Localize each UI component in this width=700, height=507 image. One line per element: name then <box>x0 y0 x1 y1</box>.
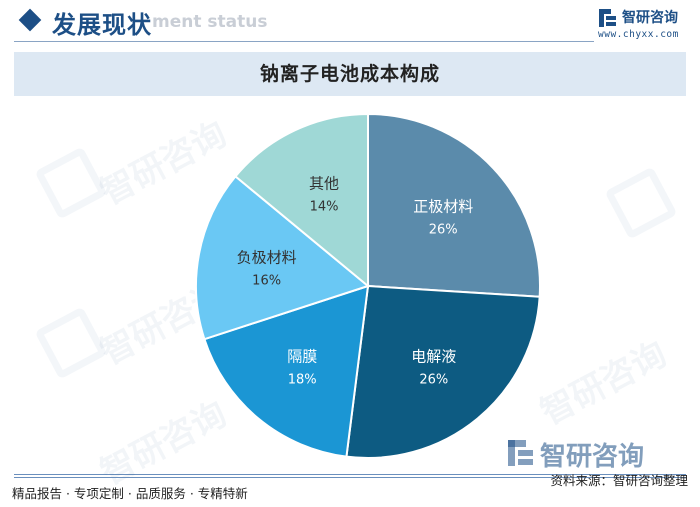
slice-label: 负极材料 <box>237 249 297 267</box>
chart-title-banner: 钠离子电池成本构成 <box>14 52 686 96</box>
slice-value-label: 14% <box>310 200 339 215</box>
plot-area: 智研咨询 智研咨询 智研咨询 智研咨询 正极材料 26% 电解液 26% 隔膜 18% 负极… <box>14 96 686 493</box>
slice-label: 正极材料 <box>413 197 473 215</box>
pie-slice-2 <box>203 284 370 458</box>
brand-logo-icon <box>599 9 616 27</box>
brand-url: www.chyxx.com <box>598 29 679 40</box>
pie-slice-0 <box>367 112 541 298</box>
footer-logo-icon <box>508 440 533 466</box>
slice-value-label: 18% <box>288 373 317 388</box>
slice-label: 其他 <box>309 175 339 193</box>
source-note: 资料来源：智研咨询整理 <box>550 473 688 488</box>
slice-value-label: 16% <box>252 274 281 289</box>
pie-slice-3 <box>195 174 371 341</box>
footer-logo-text: 智研咨询 <box>540 442 645 472</box>
pie-chart: 正极材料 26% 电解液 26% 隔膜 18% 负极材料 16% 其他 14% <box>195 112 541 459</box>
section-title: 发展现状 <box>52 11 152 39</box>
slice-label: 电解液 <box>411 348 456 366</box>
plot-divider <box>14 477 686 478</box>
section-subtitle: ment status <box>152 12 268 32</box>
chart-title: 钠离子电池成本构成 <box>259 63 440 85</box>
header: ment status 发展现状 智研咨询 www.chyxx.com <box>0 0 700 44</box>
header-divider <box>14 41 594 42</box>
slice-value-label: 26% <box>429 222 458 237</box>
slice-value-label: 26% <box>419 373 448 388</box>
brand-name: 智研咨询 <box>622 10 678 26</box>
pie-slice-4 <box>234 112 369 289</box>
footer-tagline: 精品报告 · 专项定制 · 品质服务 · 专精特新 <box>12 486 248 501</box>
footer-logo: 智研咨询 <box>506 438 696 472</box>
diamond-icon <box>18 8 42 32</box>
slice-label: 隔膜 <box>287 348 317 366</box>
pie-slice-1 <box>345 284 541 459</box>
